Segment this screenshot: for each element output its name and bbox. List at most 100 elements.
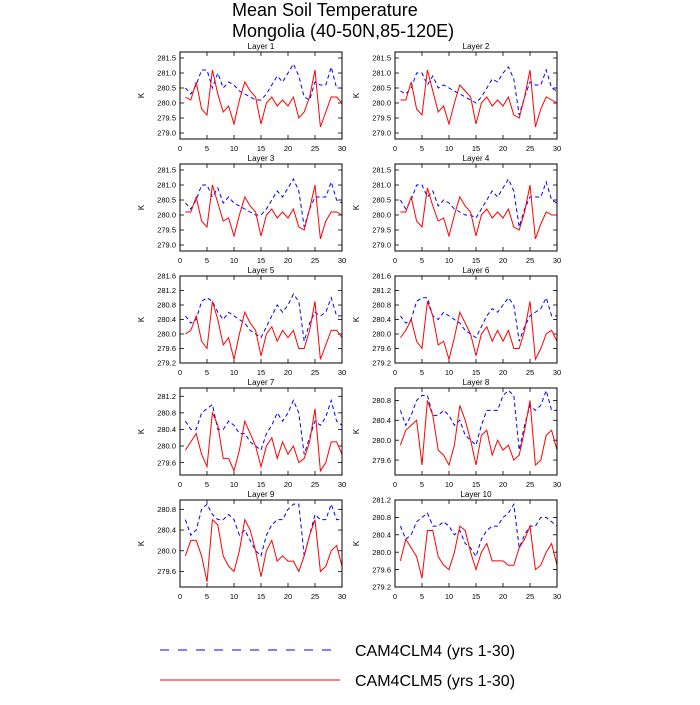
y-tick-label: 279.6 xyxy=(157,567,176,576)
x-tick-label: 5 xyxy=(205,368,209,377)
x-tick-label: 20 xyxy=(284,480,292,489)
panel: Layer 4 K 279.0 279.5 280.0 280.5 281.0 281.5 0 5… xyxy=(352,154,561,265)
figure-subtitle: Mongolia (40-50N,85-120E) xyxy=(232,21,454,41)
y-tick-label: 280.0 xyxy=(372,211,391,220)
y-tick-label: 281.6 xyxy=(372,272,391,281)
y-tick-label: 280.4 xyxy=(372,416,391,425)
y-tick-label: 280.8 xyxy=(157,505,176,514)
x-tick-label: 30 xyxy=(338,256,346,265)
panel-title: Layer 7 xyxy=(248,378,275,387)
x-tick-label: 0 xyxy=(393,144,397,153)
y-tick-label: 280.0 xyxy=(372,330,391,339)
x-tick-label: 30 xyxy=(553,144,561,153)
x-tick-label: 5 xyxy=(205,480,209,489)
y-tick-label: 281.5 xyxy=(372,166,391,175)
x-tick-label: 15 xyxy=(257,144,265,153)
x-tick-label: 15 xyxy=(472,256,480,265)
panel: Layer 7 K 279.6 280.0 280.4 280.8 281.2 0 5 10 15 2… xyxy=(137,378,346,489)
y-axis-label: K xyxy=(137,316,146,322)
x-tick-label: 0 xyxy=(393,480,397,489)
y-tick-label: 280.4 xyxy=(372,531,391,540)
x-tick-label: 25 xyxy=(526,368,534,377)
plot-frame xyxy=(394,387,558,476)
x-tick-label: 25 xyxy=(526,592,534,601)
series-line xyxy=(184,408,343,473)
series-line xyxy=(184,518,343,582)
panel: Layer 2 K 279.0 279.5 280.0 280.5 281.0 281.5 0 5… xyxy=(352,42,561,153)
series-line xyxy=(399,301,558,362)
x-tick-label: 25 xyxy=(311,592,319,601)
x-tick-label: 15 xyxy=(472,368,480,377)
y-tick-label: 281.5 xyxy=(157,166,176,175)
panel-title: Layer 4 xyxy=(463,154,490,163)
y-tick-label: 280.5 xyxy=(157,196,176,205)
x-tick-label: 30 xyxy=(553,368,561,377)
x-tick-label: 25 xyxy=(526,256,534,265)
y-tick-label: 280.8 xyxy=(372,301,391,310)
y-axis-label: K xyxy=(352,540,361,546)
series-line xyxy=(400,69,558,128)
x-tick-label: 0 xyxy=(393,256,397,265)
y-axis-label: K xyxy=(352,204,361,210)
x-tick-label: 25 xyxy=(311,256,319,265)
panel: Layer 8 K 279.6 280.0 280.4 280.8 0 5 10 15 20 25 30 xyxy=(352,378,561,489)
legend-label: CAM4CLM5 (yrs 1-30) xyxy=(355,673,515,690)
series-line xyxy=(184,502,342,557)
x-tick-label: 15 xyxy=(472,480,480,489)
x-tick-label: 25 xyxy=(311,480,319,489)
x-tick-label: 30 xyxy=(553,256,561,265)
panel: Layer 6 K 279.2 279.6 280.0 280.4 280.8 281.2 28… xyxy=(352,266,561,377)
y-tick-label: 279.6 xyxy=(372,456,391,465)
y-axis-label: K xyxy=(137,540,146,546)
y-tick-label: 280.8 xyxy=(157,301,176,310)
series-line xyxy=(184,398,343,455)
x-tick-label: 20 xyxy=(499,592,507,601)
x-tick-label: 20 xyxy=(499,256,507,265)
y-tick-label: 281.2 xyxy=(372,496,391,505)
x-tick-label: 15 xyxy=(257,592,265,601)
series-line xyxy=(185,301,343,360)
x-tick-label: 0 xyxy=(393,368,397,377)
panel-title: Layer 3 xyxy=(248,154,275,163)
y-tick-label: 281.6 xyxy=(157,272,176,281)
y-tick-label: 280.5 xyxy=(157,84,176,93)
y-tick-label: 280.0 xyxy=(157,546,176,555)
y-tick-label: 280.5 xyxy=(372,196,391,205)
y-tick-label: 279.0 xyxy=(157,129,176,138)
x-tick-label: 5 xyxy=(420,368,424,377)
x-tick-label: 20 xyxy=(499,480,507,489)
plot-frame xyxy=(394,499,558,588)
y-tick-label: 281.2 xyxy=(157,286,176,295)
y-tick-label: 281.2 xyxy=(157,392,176,401)
x-tick-label: 15 xyxy=(472,592,480,601)
y-tick-label: 279.6 xyxy=(372,344,391,353)
y-tick-label: 281.5 xyxy=(157,54,176,63)
series-line xyxy=(399,400,558,467)
series-line xyxy=(399,502,558,558)
y-tick-label: 279.0 xyxy=(157,241,176,250)
x-tick-label: 10 xyxy=(445,368,453,377)
panel: Layer 3 K 279.0 279.5 280.0 280.5 281.0 281.5 0 5… xyxy=(137,154,346,265)
y-tick-label: 280.0 xyxy=(157,442,176,451)
x-tick-label: 30 xyxy=(338,480,346,489)
x-tick-label: 30 xyxy=(338,368,346,377)
x-tick-label: 10 xyxy=(230,144,238,153)
y-tick-label: 281.0 xyxy=(372,69,391,78)
x-tick-label: 20 xyxy=(499,144,507,153)
plot-frame xyxy=(394,275,558,364)
y-tick-label: 281.0 xyxy=(157,181,176,190)
y-tick-label: 280.0 xyxy=(372,548,391,557)
y-tick-label: 280.8 xyxy=(372,513,391,522)
y-tick-label: 279.0 xyxy=(372,129,391,138)
panel-title: Layer 8 xyxy=(463,378,490,387)
x-tick-label: 30 xyxy=(553,592,561,601)
y-axis-label: K xyxy=(352,316,361,322)
x-tick-label: 15 xyxy=(472,144,480,153)
x-tick-label: 10 xyxy=(230,592,238,601)
y-tick-label: 281.0 xyxy=(157,69,176,78)
plot-frame xyxy=(179,51,343,140)
panel: Layer 5 K 279.2 279.6 280.0 280.4 280.8 281.2 28… xyxy=(137,266,346,377)
y-tick-label: 279.6 xyxy=(157,458,176,467)
legend-label: CAM4CLM4 (yrs 1-30) xyxy=(355,643,515,660)
y-tick-label: 280.4 xyxy=(157,315,176,324)
